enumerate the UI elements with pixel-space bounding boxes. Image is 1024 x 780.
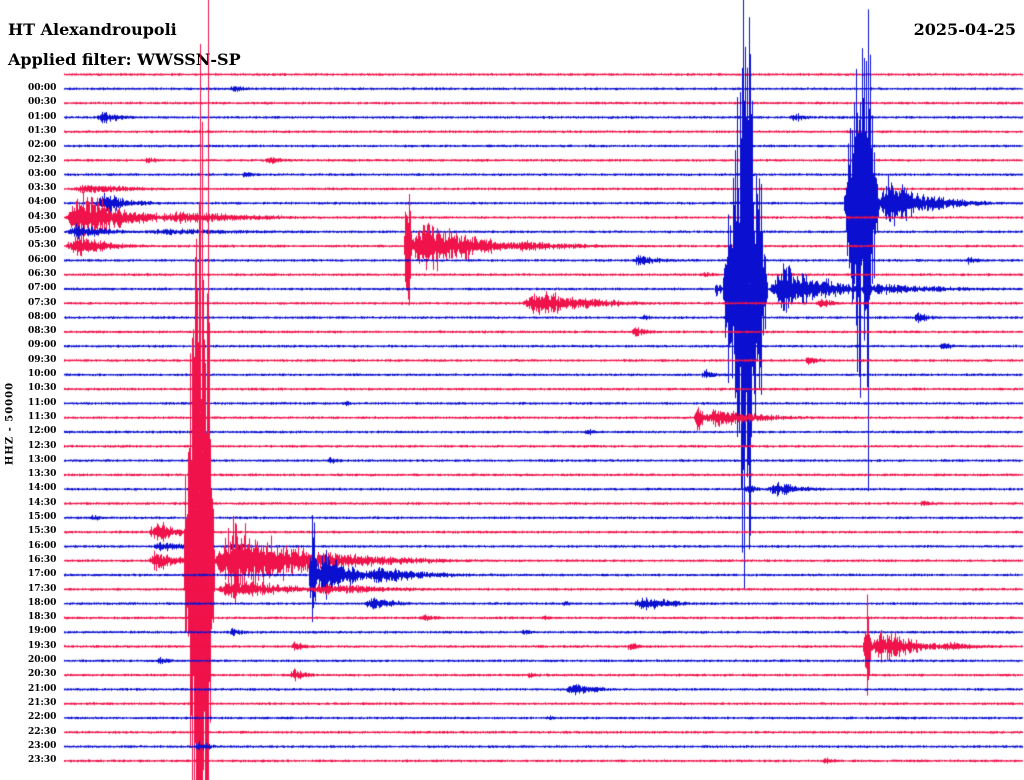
time-label: 19:30 (28, 640, 57, 651)
time-label: 11:00 (28, 397, 57, 408)
time-label: 01:30 (28, 125, 57, 136)
time-label: 02:00 (28, 140, 57, 151)
time-label: 13:00 (28, 454, 57, 465)
time-label: 23:30 (28, 755, 57, 766)
time-label: 08:30 (28, 326, 57, 337)
time-label: 22:30 (28, 726, 57, 737)
time-label: 03:30 (28, 183, 57, 194)
time-label: 07:00 (28, 283, 57, 294)
time-label: 03:00 (28, 168, 57, 179)
time-label: 20:30 (28, 669, 57, 680)
time-label: 21:30 (28, 697, 57, 708)
time-label: 07:30 (28, 297, 57, 308)
time-label: 09:00 (28, 340, 57, 351)
time-label: 14:30 (28, 497, 57, 508)
time-label: 11:30 (28, 411, 57, 422)
time-label: 06:30 (28, 268, 57, 279)
time-label: 20:00 (28, 655, 57, 665)
time-label: 15:30 (28, 526, 57, 537)
time-label: 14:00 (28, 483, 57, 494)
time-label: 08:00 (28, 311, 57, 322)
time-label: 00:30 (28, 97, 57, 108)
time-label: 05:00 (28, 226, 57, 236)
time-label: 23:00 (28, 740, 57, 751)
time-label: 00:00 (28, 83, 57, 93)
time-label: 21:00 (28, 683, 57, 694)
time-label: 22:00 (28, 712, 57, 723)
time-label: 12:30 (28, 440, 57, 451)
time-label: 18:00 (28, 597, 57, 608)
time-label: 04:00 (28, 197, 57, 208)
time-label: 17:00 (28, 569, 57, 580)
time-label: 12:00 (28, 426, 57, 437)
time-label: 19:00 (28, 626, 57, 637)
time-label: 09:30 (28, 354, 57, 365)
time-label: 01:00 (28, 111, 57, 122)
time-label: 18:30 (28, 612, 57, 623)
time-label: 10:00 (28, 369, 57, 379)
time-label: 16:30 (28, 554, 57, 565)
time-label: 04:30 (28, 211, 57, 222)
time-label: 16:00 (28, 540, 57, 551)
time-label: 17:30 (28, 583, 57, 594)
time-label: 02:30 (28, 154, 57, 165)
time-label: 06:00 (28, 254, 57, 265)
time-label: 13:30 (28, 469, 57, 480)
time-label: 05:30 (28, 240, 57, 251)
time-label: 10:30 (28, 383, 57, 394)
time-label: 15:00 (28, 512, 57, 522)
